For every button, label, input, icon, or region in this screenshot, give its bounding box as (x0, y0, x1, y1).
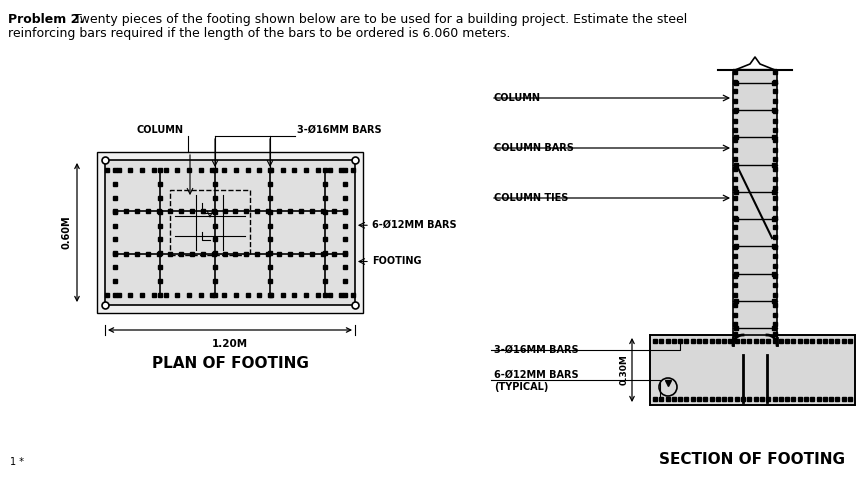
Text: COLUMN: COLUMN (493, 93, 541, 103)
Text: COLUMN: COLUMN (136, 125, 183, 135)
Text: PLAN OF FOOTING: PLAN OF FOOTING (152, 356, 308, 370)
Text: 6-Ø12MM BARS: 6-Ø12MM BARS (372, 220, 456, 230)
Text: Twenty pieces of the footing shown below are to be used for a building project. : Twenty pieces of the footing shown below… (70, 13, 686, 26)
Bar (97, 152, 362, 313)
Text: 1 *: 1 * (10, 457, 24, 467)
Bar (105, 160, 355, 305)
Bar (649, 335, 854, 405)
Text: 6-Ø12MM BARS: 6-Ø12MM BARS (493, 370, 578, 380)
Text: FOOTING: FOOTING (372, 257, 421, 267)
Bar (170, 190, 250, 255)
Text: SECTION OF FOOTING: SECTION OF FOOTING (659, 453, 845, 467)
Text: COLUMN TIES: COLUMN TIES (493, 193, 567, 203)
Text: 0.30M: 0.30M (619, 355, 628, 385)
Text: (TYPICAL): (TYPICAL) (493, 382, 548, 392)
Text: 0.60M: 0.60M (62, 216, 72, 250)
Text: Problem 2.: Problem 2. (8, 13, 84, 26)
Bar (732, 68, 776, 338)
Text: 1.20M: 1.20M (212, 339, 248, 349)
Text: reinforcing bars required if the length of the bars to be ordered is 6.060 meter: reinforcing bars required if the length … (8, 27, 510, 40)
Text: 3-Ø16MM BARS: 3-Ø16MM BARS (493, 345, 578, 355)
Text: 3-Ø16MM BARS: 3-Ø16MM BARS (297, 125, 381, 135)
Text: COLUMN BARS: COLUMN BARS (493, 143, 573, 153)
